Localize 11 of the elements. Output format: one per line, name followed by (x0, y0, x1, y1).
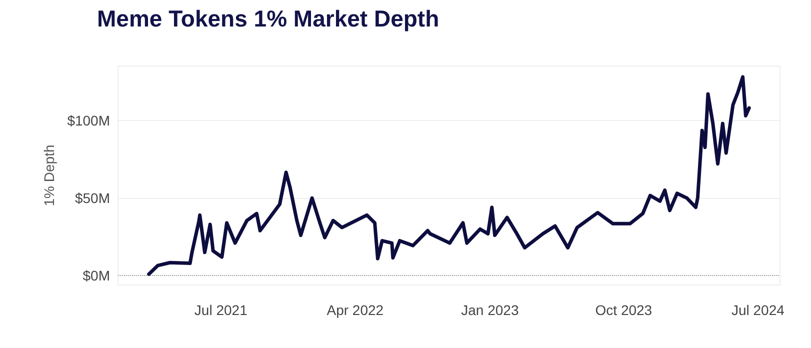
y-tick-label: $100M (67, 112, 110, 128)
y-tick-label: $0M (82, 268, 110, 284)
line-series (147, 75, 751, 276)
y-axis-title: 1% Depth (41, 144, 57, 206)
x-tick-label: Oct 2023 (595, 302, 652, 318)
chart-title: Meme Tokens 1% Market Depth (97, 6, 440, 32)
y-tick-label: $50M (74, 190, 110, 206)
x-tick-label: Jul 2021 (194, 302, 248, 318)
x-tick-label: Jul 2024 (731, 302, 785, 318)
x-tick-label: Jan 2023 (461, 302, 519, 318)
x-tick-label: Apr 2022 (326, 302, 384, 318)
